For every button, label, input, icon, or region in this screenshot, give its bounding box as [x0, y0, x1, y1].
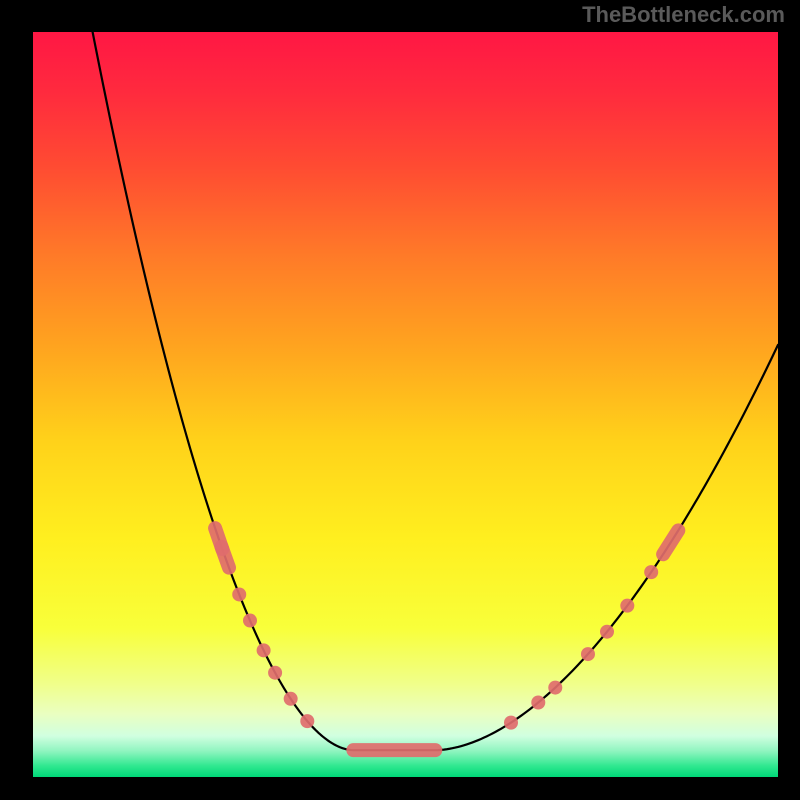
- curve-marker: [504, 716, 518, 730]
- curve-marker: [268, 666, 282, 680]
- curve-marker: [548, 681, 562, 695]
- curve-marker: [300, 714, 314, 728]
- curve-marker: [257, 643, 271, 657]
- chart-svg: [33, 32, 778, 777]
- curve-marker: [600, 625, 614, 639]
- curve-marker: [620, 599, 634, 613]
- gradient-background: [33, 32, 778, 777]
- curve-marker: [644, 565, 658, 579]
- plot-area: [33, 32, 778, 777]
- curve-marker: [531, 696, 545, 710]
- watermark-text: TheBottleneck.com: [582, 2, 785, 28]
- curve-marker: [243, 614, 257, 628]
- flat-region-marker: [346, 743, 442, 757]
- curve-marker: [581, 647, 595, 661]
- curve-marker: [284, 692, 298, 706]
- chart-frame: TheBottleneck.com: [0, 0, 800, 800]
- curve-marker: [232, 587, 246, 601]
